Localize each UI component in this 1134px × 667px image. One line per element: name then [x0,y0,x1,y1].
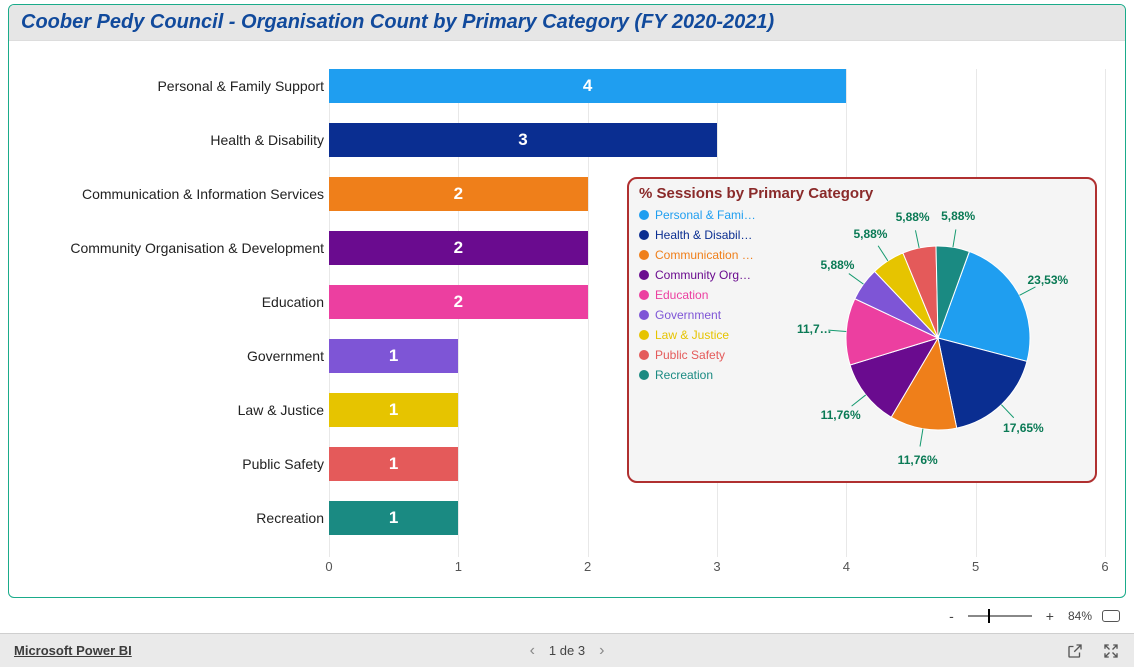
legend-swatch [639,310,649,320]
bar-segment[interactable]: 2 [329,285,588,319]
legend-item[interactable]: Public Safety [639,348,774,362]
legend-label: Personal & Fami… [655,208,756,222]
bar-category-label: Communication & Information Services [82,186,324,202]
legend-swatch [639,270,649,280]
bar-category-label: Public Safety [242,456,324,472]
legend-item[interactable]: Community Org… [639,268,774,282]
prev-page-button[interactable]: ‹ [530,642,535,660]
bar-row: Recreation 1 [19,501,1115,535]
pie-chart: 23,53%17,65%11,76%11,76%11,7…5,88%5,88%5… [788,208,1068,448]
zoom-control: - + 84% [945,604,1120,628]
pie-slice-label: 5,88% [896,210,930,224]
legend-swatch [639,330,649,340]
bar-row: Personal & Family Support 4 [19,69,1115,103]
page-navigator: ‹ 1 de 3 › [530,642,605,660]
legend-item[interactable]: Education [639,288,774,302]
pie-panel: % Sessions by Primary Category Personal … [627,177,1097,483]
bar-category-label: Health & Disability [210,132,324,148]
legend-swatch [639,370,649,380]
legend-label: Law & Justice [655,328,729,342]
bar-row: Health & Disability 3 [19,123,1115,157]
x-tick: 4 [843,559,850,574]
chart-body: Personal & Family Support 4 Health & Disab… [19,49,1115,587]
legend-label: Community Org… [655,268,751,282]
bar-category-label: Education [262,294,324,310]
pie-slice-label: 5,88% [820,258,854,272]
bar-category-label: Law & Justice [238,402,324,418]
bar-category-label: Recreation [256,510,324,526]
legend-swatch [639,230,649,240]
x-tick: 5 [972,559,979,574]
legend-item[interactable]: Law & Justice [639,328,774,342]
pie-slice-label: 5,88% [941,209,975,223]
bar-segment[interactable]: 1 [329,447,458,481]
zoom-out-button[interactable]: - [945,608,958,624]
zoom-in-button[interactable]: + [1042,608,1058,624]
legend-swatch [639,250,649,260]
pie-slice-label: 11,7… [797,322,832,336]
fit-to-page-icon[interactable] [1102,610,1120,622]
pie-title: % Sessions by Primary Category [639,185,1085,202]
report-area: Coober Pedy Council - Organisation Count… [0,0,1134,600]
x-tick: 6 [1101,559,1108,574]
legend-label: Health & Disabil… [655,228,752,242]
zoom-slider[interactable] [968,615,1032,617]
fullscreen-icon[interactable] [1102,642,1120,660]
legend-label: Government [655,308,721,322]
card-title: Coober Pedy Council - Organisation Count… [9,5,1125,41]
legend-label: Communication … [655,248,754,262]
footer-brand: Microsoft Power BI [14,643,132,658]
pie-legend: Personal & Fami… Health & Disabil… Communi… [639,208,774,382]
page-indicator: 1 de 3 [549,643,585,658]
pie-slice-label: 17,65% [1003,421,1044,435]
legend-label: Education [655,288,708,302]
bar-category-label: Community Organisation & Development [70,240,324,256]
legend-label: Recreation [655,368,713,382]
pie-slice-label: 5,88% [853,227,887,241]
bar-segment[interactable]: 4 [329,69,846,103]
bar-segment[interactable]: 1 [329,393,458,427]
legend-item[interactable]: Health & Disabil… [639,228,774,242]
legend-swatch [639,210,649,220]
bar-category-label: Government [247,348,324,364]
bar-segment[interactable]: 3 [329,123,717,157]
zoom-value: 84% [1068,609,1092,623]
share-icon[interactable] [1066,642,1084,660]
powerbi-link[interactable]: Microsoft Power BI [14,643,132,658]
pie-slice-label: 11,76% [821,408,861,422]
x-axis: 0123456 [329,559,1105,579]
next-page-button[interactable]: › [599,642,604,660]
legend-swatch [639,350,649,360]
bar-segment[interactable]: 2 [329,231,588,265]
pie-slice-label: 23,53% [1027,273,1068,287]
legend-label: Public Safety [655,348,725,362]
bar-category-label: Personal & Family Support [157,78,324,94]
bar-segment[interactable]: 1 [329,501,458,535]
x-tick: 2 [584,559,591,574]
zoom-handle[interactable] [988,609,990,623]
x-tick: 0 [325,559,332,574]
legend-item[interactable]: Recreation [639,368,774,382]
bar-segment[interactable]: 1 [329,339,458,373]
pie-slice-label: 11,76% [898,453,938,467]
bar-segment[interactable]: 2 [329,177,588,211]
legend-swatch [639,290,649,300]
footer-bar: Microsoft Power BI ‹ 1 de 3 › [0,633,1134,667]
x-tick: 3 [713,559,720,574]
visual-card: Coober Pedy Council - Organisation Count… [8,4,1126,598]
legend-item[interactable]: Communication … [639,248,774,262]
legend-item[interactable]: Personal & Fami… [639,208,774,222]
x-tick: 1 [455,559,462,574]
legend-item[interactable]: Government [639,308,774,322]
